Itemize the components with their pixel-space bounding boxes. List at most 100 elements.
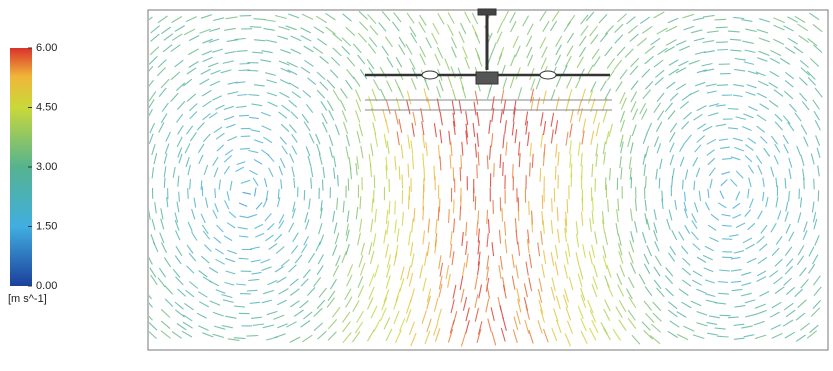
flow-vector (422, 153, 425, 168)
flow-vector (577, 273, 583, 288)
flow-vector (248, 213, 258, 218)
flow-vector (747, 222, 756, 231)
flow-vector (289, 300, 300, 308)
flow-vector (812, 99, 820, 110)
flow-vector (502, 11, 510, 22)
flow-vector (326, 100, 334, 112)
flow-vector (317, 330, 327, 340)
flow-vector (692, 270, 703, 277)
flow-vector (409, 288, 415, 303)
flow-vector (705, 293, 716, 298)
flow-vector (356, 310, 364, 323)
flow-vector (274, 233, 283, 242)
flow-vector (432, 22, 440, 35)
flow-vector (747, 137, 757, 144)
flow-vector (626, 16, 636, 25)
flow-vector (160, 208, 164, 220)
flow-vector (550, 286, 556, 301)
flow-vector (485, 298, 490, 313)
flow-vector (734, 68, 746, 72)
flow-vector (557, 151, 560, 166)
flow-vector (537, 288, 543, 303)
flow-vector (664, 46, 675, 53)
flow-vector (321, 179, 324, 191)
flow-vector (409, 242, 414, 257)
flow-vector (486, 155, 489, 170)
flow-vector (630, 80, 639, 90)
flow-vector (782, 319, 794, 327)
flow-vector (813, 110, 820, 121)
flow-vector (644, 199, 647, 211)
flow-vector (644, 213, 648, 225)
flow-vector (619, 264, 626, 277)
flow-vector (735, 116, 747, 120)
flow-vector (149, 256, 153, 265)
flow-vector (759, 103, 770, 110)
flow-vector (185, 157, 190, 168)
flow-vector (421, 310, 427, 324)
flow-vector (288, 82, 299, 89)
flow-vector (203, 164, 209, 176)
flow-vector (290, 245, 299, 255)
flow-vector (567, 243, 571, 257)
flow-vector (474, 294, 479, 309)
flow-vector (345, 223, 350, 236)
flow-vector (624, 48, 634, 58)
flow-vector (332, 47, 342, 57)
flow-vector (580, 14, 589, 25)
flow-vector (486, 255, 490, 270)
flow-vector (370, 305, 378, 319)
flow-vector (730, 49, 742, 52)
flow-vector (487, 318, 492, 333)
flow-vector (678, 45, 690, 52)
flow-vector (215, 258, 225, 265)
flow-vector (800, 278, 809, 289)
colorbar (10, 48, 32, 286)
flow-vector (449, 154, 452, 169)
flow-vector (209, 80, 221, 87)
flow-vector (359, 218, 363, 232)
flow-vector (773, 38, 785, 45)
flow-vector (275, 246, 285, 254)
flow-vector (517, 241, 521, 256)
flow-vector (248, 93, 260, 97)
flow-vector (262, 198, 268, 208)
flow-vector (221, 293, 233, 299)
flow-vector (717, 48, 728, 51)
flow-vector (188, 252, 197, 262)
flow-vector (757, 210, 763, 220)
flow-vector (620, 141, 624, 154)
flow-vector (237, 226, 248, 230)
flow-vector (246, 334, 259, 337)
flow-vector (157, 15, 168, 24)
flow-vector (590, 81, 597, 93)
flow-vector (204, 197, 209, 208)
flow-vector (591, 48, 600, 60)
flow-vector (316, 89, 326, 99)
flow-vector (566, 199, 569, 214)
flow-vector (589, 218, 592, 232)
flow-vector (202, 100, 212, 108)
flow-vector (149, 294, 153, 300)
flow-vector (149, 65, 154, 72)
flow-vector (730, 256, 741, 260)
flow-vector (707, 332, 718, 336)
flow-vector (607, 199, 609, 213)
flow-vector (368, 242, 373, 255)
flow-vector (235, 81, 246, 84)
flow-vector (408, 321, 416, 335)
flow-vector (616, 209, 619, 222)
flow-vector (598, 14, 608, 24)
flow-vector (461, 46, 469, 59)
flow-vector (366, 58, 375, 70)
flow-vector (801, 100, 810, 111)
flow-vector (734, 146, 745, 152)
flow-vector (773, 24, 785, 31)
flow-vector (748, 177, 752, 188)
flow-vector (224, 281, 235, 286)
flow-vector (562, 294, 569, 308)
flow-vector (213, 325, 226, 330)
flow-vector (174, 25, 185, 32)
flow-vector (161, 102, 169, 112)
flow-vector (345, 296, 353, 308)
